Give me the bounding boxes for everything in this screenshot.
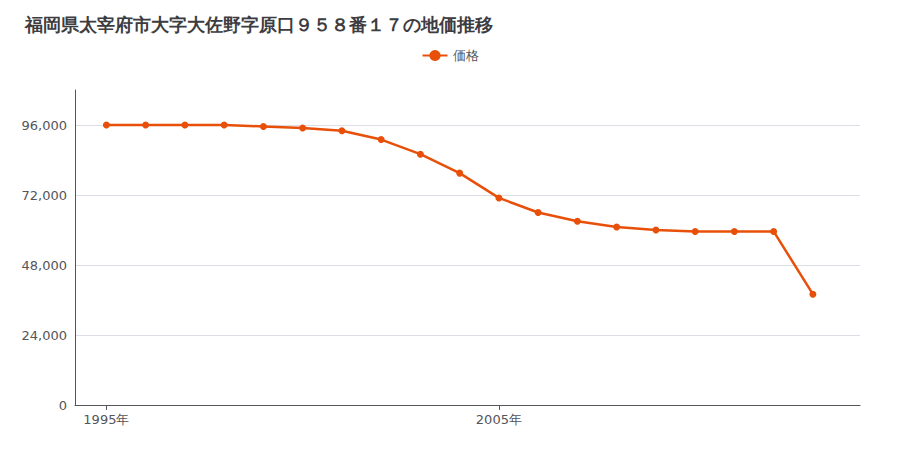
svg-text:福岡県太宰府市大字大佐野字原口９５８番１７の地価推移: 福岡県太宰府市大字大佐野字原口９５８番１７の地価推移 (24, 14, 493, 35)
svg-text:0: 0 (59, 398, 67, 413)
svg-text:1995年: 1995年 (83, 412, 129, 427)
svg-text:72,000: 72,000 (22, 188, 68, 203)
svg-text:価格: 価格 (453, 48, 479, 63)
svg-text:48,000: 48,000 (22, 258, 68, 273)
svg-text:96,000: 96,000 (22, 118, 68, 133)
svg-text:2005年: 2005年 (476, 412, 522, 427)
svg-text:24,000: 24,000 (22, 328, 68, 343)
